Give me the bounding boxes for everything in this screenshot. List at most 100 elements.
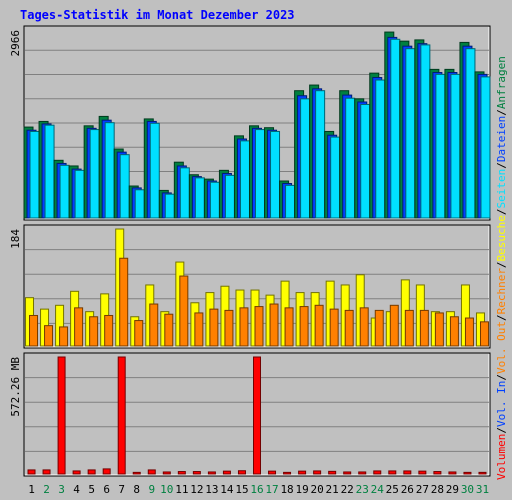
x-tick-label-day-2: 2 (43, 483, 50, 496)
bar-seiten-day-5 (89, 129, 100, 219)
x-tick-label-day-4: 4 (73, 483, 80, 496)
panel-volume: 572.26 MB (9, 352, 491, 477)
bar-seiten-day-14 (224, 174, 235, 219)
bar-rechner-day-20 (314, 304, 324, 347)
x-tick-label-day-18: 18 (280, 483, 293, 496)
bar-rechner-day-25 (389, 304, 399, 347)
bar-seiten-day-9 (149, 122, 160, 219)
x-axis-day-labels: 1 2 3 4 5 6 7 8 9 10 11 12 13 14 15 16 17 18 19 20 21 22 23 24 2… (28, 483, 489, 496)
x-tick-label-day-25: 25 (386, 483, 399, 496)
bar-rechner-day-15 (239, 307, 249, 347)
x-tick-label-day-10: 10 (160, 483, 173, 496)
bar-rechner-day-21 (329, 308, 339, 347)
bar-rechner-day-23 (359, 307, 369, 347)
bar-volumen-day-9 (147, 469, 156, 475)
right-legend: Volumen/Vol. In/Vol. Out/Rechner/Besuche… (495, 56, 508, 480)
bar-rechner-day-18 (284, 307, 294, 347)
legend-entry-volumen: Volumen (495, 434, 508, 480)
x-tick-label-day-27: 27 (416, 483, 429, 496)
bar-rechner-day-2 (44, 325, 54, 347)
bar-seiten-day-8 (134, 189, 145, 219)
bar-rechner-day-9 (149, 303, 159, 347)
bar-seiten-day-23 (360, 103, 371, 219)
bar-volumen-day-4 (72, 470, 81, 475)
x-tick-label-day-21: 21 (326, 483, 339, 496)
bar-volumen-day-8 (132, 471, 141, 475)
legend-separator: / (495, 427, 508, 434)
bar-volumen-day-17 (268, 470, 277, 475)
bar-seiten-day-16 (255, 129, 265, 219)
bar-seiten-day-21 (330, 136, 341, 219)
bar-rechner-day-3 (59, 326, 69, 347)
bar-volumen-day-3 (57, 356, 66, 475)
bar-volumen-day-1 (27, 469, 36, 475)
bar-rechner-day-30 (464, 317, 474, 347)
bar-rechner-day-27 (419, 309, 429, 347)
x-tick-label-day-5: 5 (88, 483, 95, 496)
y-axis-max-label: 2966 (9, 30, 22, 57)
bar-rechner-day-26 (404, 309, 414, 347)
bar-volumen-day-23 (358, 471, 367, 475)
bar-seiten-day-7 (119, 154, 130, 219)
bar-volumen-day-22 (343, 471, 352, 475)
x-tick-label-day-13: 13 (205, 483, 218, 496)
x-tick-label-day-16: 16 (250, 483, 263, 496)
bar-volumen-day-29 (448, 471, 457, 475)
bar-rechner-day-19 (299, 306, 309, 347)
bar-rechner-day-28 (434, 312, 444, 347)
bar-seiten-day-6 (104, 122, 115, 219)
panel-visits: 184 (9, 224, 491, 349)
x-tick-label-day-24: 24 (371, 483, 385, 496)
bar-seiten-day-1 (29, 130, 40, 219)
x-tick-label-day-14: 14 (220, 483, 234, 496)
legend-separator: / (495, 374, 508, 381)
x-tick-label-day-20: 20 (311, 483, 324, 496)
legend-entry-dateien: Dateien (495, 116, 508, 162)
legend-separator: / (495, 162, 508, 169)
x-tick-label-day-28: 28 (431, 483, 444, 496)
bar-seiten-day-3 (59, 164, 70, 219)
bar-seiten-day-25 (390, 38, 401, 219)
bar-volumen-day-10 (162, 471, 171, 475)
x-tick-label-day-8: 8 (133, 483, 140, 496)
bar-volumen-day-11 (177, 471, 186, 475)
chart-title: Tages-Statistik im Monat Dezember 2023 (20, 8, 295, 22)
x-tick-label-day-3: 3 (58, 483, 65, 496)
bar-rechner-day-8 (134, 320, 144, 347)
x-tick-label-day-29: 29 (446, 483, 459, 496)
bar-rechner-day-12 (194, 312, 204, 347)
bar-seiten-day-31 (480, 76, 491, 219)
x-tick-label-day-9: 9 (148, 483, 155, 496)
legend-entry-vol_in: Vol. In (495, 381, 508, 427)
bar-rechner-day-29 (449, 316, 459, 347)
panel-hits: 2966 (9, 25, 491, 221)
bar-volumen-day-31 (478, 471, 487, 475)
bar-rechner-day-17 (269, 303, 279, 347)
bar-volumen-day-12 (192, 471, 201, 475)
bar-volumen-day-26 (403, 470, 412, 475)
bar-rechner-day-4 (74, 307, 84, 347)
bar-seiten-day-26 (405, 48, 416, 219)
bar-volumen-day-27 (418, 470, 427, 475)
bar-seiten-day-22 (345, 97, 356, 219)
bar-rechner-day-7 (119, 257, 129, 347)
bar-rechner-day-10 (164, 313, 174, 347)
x-tick-label-day-1: 1 (28, 483, 35, 496)
bar-seiten-day-29 (450, 73, 461, 219)
bar-rechner-day-5 (89, 316, 99, 347)
legend-entry-seiten: Seiten (495, 169, 508, 209)
bar-rechner-day-16 (254, 306, 264, 347)
bar-rechner-day-22 (344, 309, 354, 347)
legend-entry-rechner: Rechner (495, 268, 508, 315)
bar-seiten-day-17 (270, 130, 281, 219)
bar-seiten-day-2 (44, 124, 55, 219)
bar-rechner-day-6 (104, 314, 114, 347)
bar-volumen-day-13 (207, 471, 216, 475)
bar-seiten-day-27 (420, 44, 431, 219)
y-axis-max-label: 184 (9, 229, 22, 249)
x-tick-label-day-12: 12 (190, 483, 203, 496)
bar-volumen-day-6 (102, 468, 111, 475)
bar-volumen-day-2 (42, 469, 51, 475)
x-tick-label-day-11: 11 (175, 483, 188, 496)
